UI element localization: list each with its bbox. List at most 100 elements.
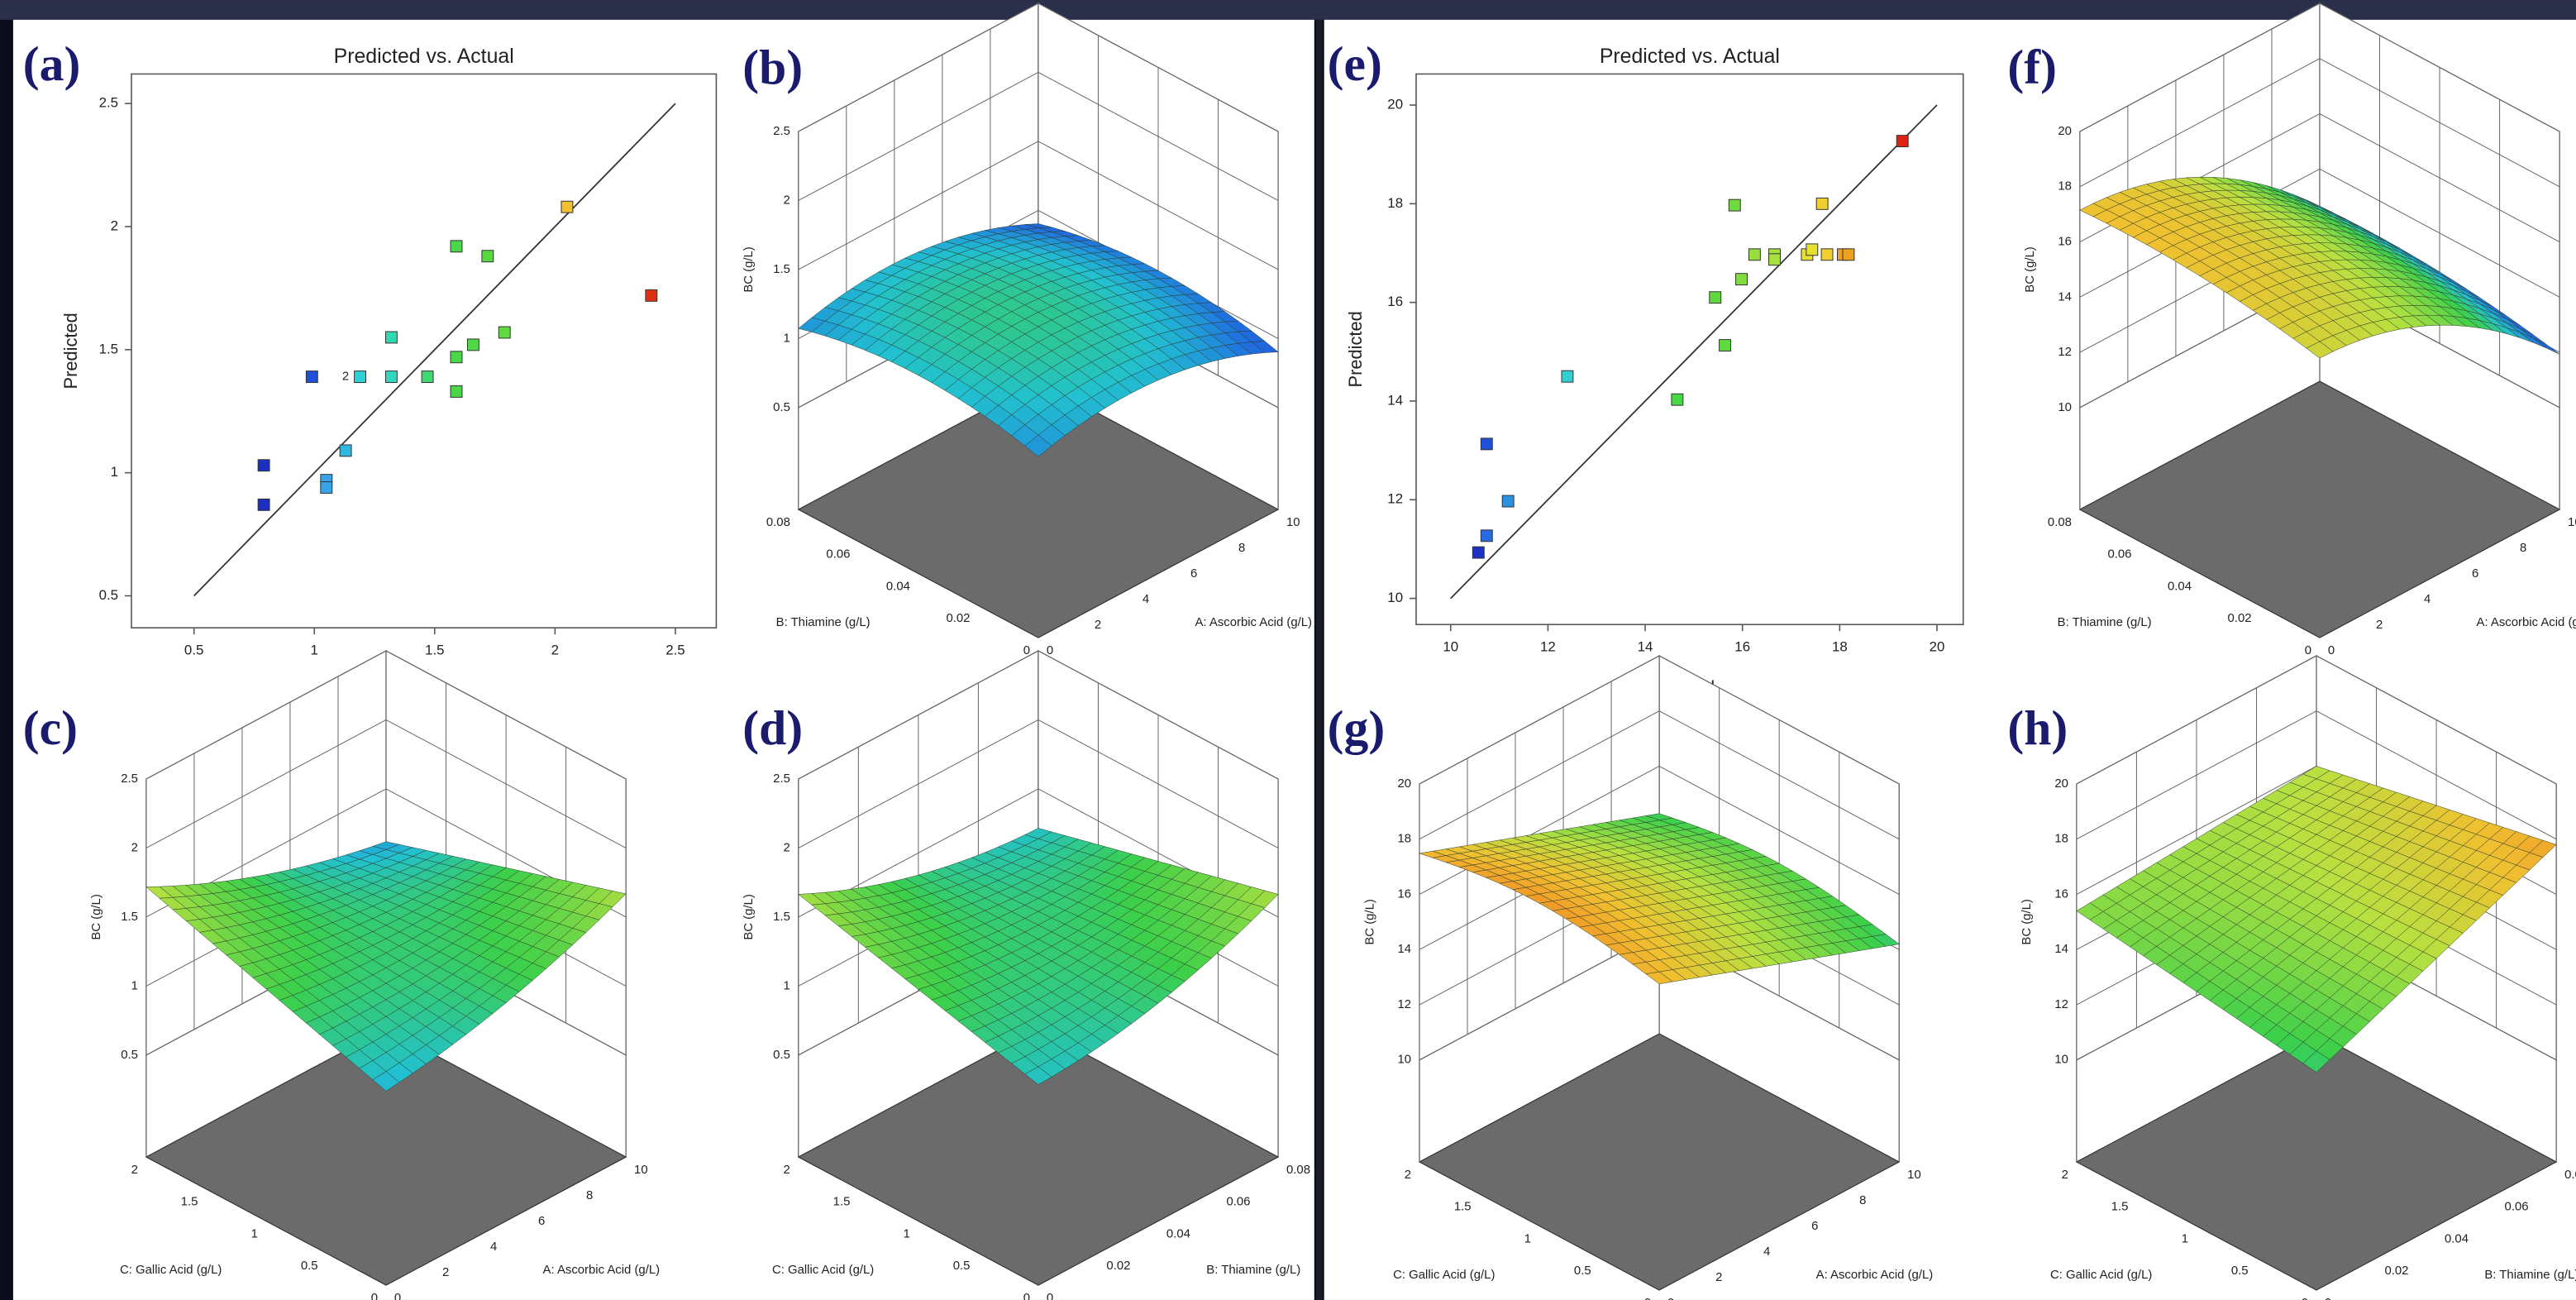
data-point — [1748, 248, 1761, 261]
surface-facet — [1645, 971, 1673, 985]
panel-label: (e) — [1328, 36, 1382, 91]
y-axis-label: B: Thiamine (g/L) — [2058, 616, 2152, 629]
x-tick-label: 0 — [1047, 1292, 1053, 1300]
x-tick-label: 10 — [634, 1164, 648, 1177]
y-tick-label: 1 — [251, 1227, 258, 1240]
data-point — [339, 444, 352, 457]
y-tick-label: 1 — [1524, 1232, 1531, 1245]
x-tick-label: 18 — [1832, 638, 1848, 654]
z-axis-label: BC (g/L) — [2024, 246, 2037, 292]
y-axis-label: C: Gallic Acid (g/L) — [1393, 1269, 1495, 1282]
y-tick-label: 0.06 — [826, 548, 850, 562]
panel-label: (h) — [2007, 700, 2068, 755]
x-tick-label: 6 — [1811, 1220, 1818, 1233]
z-tick-label: 0.5 — [773, 401, 790, 414]
z-tick-label: 12 — [1397, 998, 1411, 1011]
x-tick-label: 14 — [1638, 638, 1653, 654]
y-tick-label: 0.5 — [1574, 1264, 1591, 1278]
z-tick-label: 2 — [784, 841, 790, 854]
plot-frame — [131, 73, 718, 628]
y-tick-label: 0 — [1644, 1297, 1651, 1300]
data-point — [1561, 370, 1574, 383]
x-tick-label: 10 — [2568, 516, 2576, 529]
data-point — [450, 385, 463, 398]
z-tick-label: 1 — [784, 332, 790, 345]
z-tick-label: 10 — [2058, 401, 2072, 414]
x-tick-label: 20 — [1930, 638, 1945, 654]
panel-label: (b) — [742, 40, 803, 94]
x-tick-label: 0.02 — [1106, 1259, 1130, 1273]
z-tick-label: 16 — [2054, 887, 2068, 901]
x-tick-label: 4 — [490, 1240, 497, 1254]
data-point — [1472, 546, 1485, 559]
y-tick-label: 0.5 — [953, 1259, 971, 1273]
chart-title: Predicted vs. Actual — [1600, 45, 1780, 68]
surface-facet — [372, 1071, 400, 1092]
y-tick-label: 16 — [1387, 294, 1403, 309]
y-tick-label: 0.06 — [2107, 548, 2131, 562]
y-tick-label: 0 — [1023, 1292, 1030, 1300]
y-axis-label: Predicted — [1345, 311, 1366, 387]
data-point — [1501, 495, 1515, 508]
z-tick-label: 2.5 — [121, 772, 138, 786]
z-tick-label: 1.5 — [773, 263, 790, 276]
panel-label: (a) — [23, 36, 81, 91]
x-tick-label: 4 — [1763, 1245, 1770, 1259]
panel-label: (f) — [2007, 40, 2057, 94]
data-point — [1480, 437, 1493, 451]
data-point — [1842, 248, 1855, 261]
y-tick-label: 2 — [111, 217, 118, 233]
x-tick-label: 8 — [1859, 1194, 1866, 1207]
data-point — [1768, 253, 1781, 266]
x-tick-label: 6 — [538, 1215, 545, 1228]
z-tick-label: 14 — [2054, 943, 2068, 956]
data-point — [1480, 529, 1493, 542]
plot-frame — [1415, 73, 1964, 625]
y-tick-label: 0.5 — [301, 1259, 318, 1273]
top-strip — [0, 0, 2576, 20]
x-tick-label: 0 — [1047, 644, 1053, 657]
y-tick-label: 2 — [2062, 1169, 2068, 1182]
z-tick-label: 2.5 — [773, 772, 790, 786]
z-axis-label: BC (g/L) — [2020, 899, 2034, 944]
data-point — [481, 250, 494, 263]
z-tick-label: 1 — [131, 979, 138, 992]
y-tick-label: 0 — [1023, 644, 1030, 657]
y-tick-label: 1 — [111, 464, 118, 480]
z-tick-label: 1.5 — [773, 910, 790, 924]
x-tick-label: 8 — [2520, 542, 2526, 555]
y-tick-label: 0 — [371, 1292, 378, 1300]
z-tick-label: 18 — [2054, 833, 2068, 846]
z-axis-label: BC (g/L) — [742, 894, 756, 939]
z-tick-label: 2 — [784, 194, 790, 207]
y-tick-label: 10 — [1387, 590, 1403, 605]
data-point — [561, 200, 574, 213]
surface-facet — [2306, 341, 2334, 359]
x-tick-label: 2 — [1095, 619, 1101, 632]
y-tick-label: 1.5 — [2111, 1201, 2129, 1214]
x-tick-label: 2 — [551, 642, 559, 657]
z-tick-label: 18 — [1397, 833, 1411, 846]
y-tick-label: 0.04 — [886, 580, 910, 593]
x-tick-label: 0 — [394, 1292, 401, 1300]
x-tick-label: 2 — [2376, 619, 2383, 632]
z-tick-label: 10 — [1397, 1054, 1411, 1067]
x-tick-label: 0.02 — [2384, 1264, 2408, 1278]
data-point — [1806, 243, 1819, 256]
z-tick-label: 2.5 — [773, 125, 790, 138]
data-point — [1735, 273, 1748, 286]
x-tick-label: 10 — [1443, 638, 1458, 654]
y-tick-label: 0.5 — [2231, 1264, 2249, 1278]
x-tick-label: 0 — [2325, 1297, 2331, 1300]
y-axis-label: C: Gallic Acid (g/L) — [2050, 1269, 2152, 1282]
z-axis-label: BC (g/L) — [90, 894, 103, 939]
y-axis-label: C: Gallic Acid (g/L) — [772, 1264, 874, 1277]
panel-label: (d) — [742, 700, 803, 755]
x-tick-label: 0.08 — [2564, 1169, 2576, 1182]
data-point — [384, 331, 398, 344]
data-point — [1728, 198, 1741, 212]
y-tick-label: 1.5 — [99, 341, 118, 356]
z-tick-label: 20 — [2054, 777, 2068, 791]
